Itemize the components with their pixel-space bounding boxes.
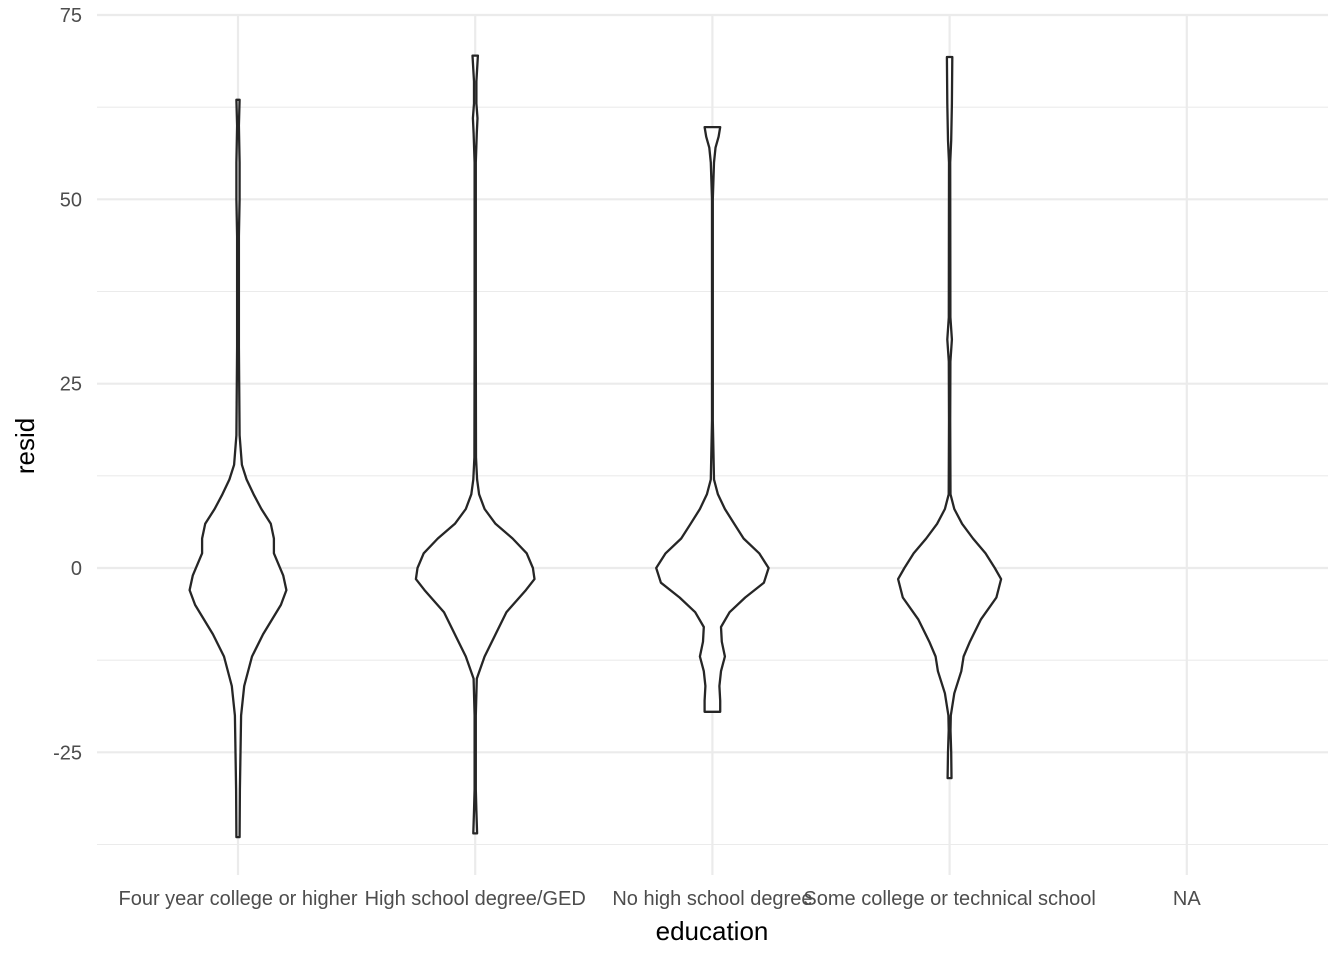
y-tick-label: 25 (60, 374, 82, 396)
y-tick-label: 75 (60, 5, 82, 27)
y-tick-labels: -25 0 25 50 75 (53, 5, 82, 764)
violin-2 (655, 125, 770, 713)
y-tick-label: -25 (53, 742, 82, 764)
y-tick-label: 0 (71, 558, 82, 580)
violin-0 (188, 98, 288, 839)
y-axis-title: resid (10, 418, 40, 474)
x-tick-label: NA (1173, 888, 1201, 910)
x-tick-label: Some college or technical school (803, 888, 1095, 910)
violin-1 (414, 54, 536, 835)
x-axis-title: education (656, 916, 769, 946)
x-tick-labels: Four year college or higher High school d… (118, 888, 1201, 910)
violin-3 (896, 55, 1003, 780)
x-tick-label: No high school degree (612, 888, 812, 910)
violins (188, 54, 1003, 839)
x-tick-label: Four year college or higher (118, 888, 357, 910)
y-tick-label: 50 (60, 189, 82, 211)
x-tick-label: High school degree/GED (365, 888, 586, 910)
